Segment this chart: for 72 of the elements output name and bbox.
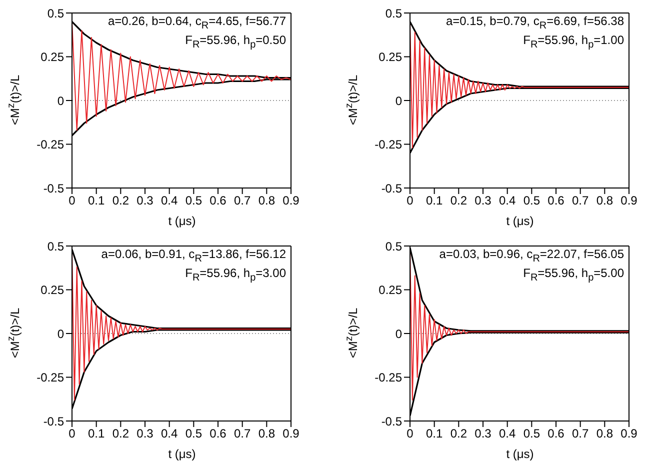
x-tick-label: 0.1 [426, 426, 443, 441]
y-tick-label: 0.25 [40, 283, 64, 298]
x-axis-title: t (μs) [505, 447, 535, 461]
annotation: a=0.03, b=0.96, c$_{R}$=22.07, f=56.05 [439, 247, 624, 266]
x-tick-label: 0.7 [234, 194, 251, 208]
y-tick-label: -0.5 [43, 181, 64, 196]
annotation: F$_{R}$=55.96, h$_{p}$=0.50 [184, 33, 286, 53]
x-tick-label: 0.5 [523, 194, 540, 208]
x-tick-label: 0.8 [596, 194, 614, 208]
y-tick-label: 0.5 [385, 239, 402, 254]
x-tick-label: 0.1 [426, 194, 443, 208]
x-axis-title: t (μs) [505, 214, 535, 228]
x-tick-label: 0.3 [474, 426, 492, 441]
x-tick-label: 0.6 [548, 426, 565, 441]
y-tick-label: 0.5 [47, 239, 64, 254]
annotation: F$_{R}$=55.96, h$_{p}$=3.00 [184, 266, 286, 286]
y-tick-label: 0 [395, 326, 402, 341]
x-tick-label: 0.7 [572, 194, 589, 208]
annotation: a=0.26, b=0.64, c$_{R}$=4.65, f=56.77 [108, 14, 286, 34]
y-tick-label: -0.25 [36, 370, 64, 385]
y-tick-label: -0.25 [374, 138, 402, 152]
x-tick-label: 0.8 [596, 426, 614, 441]
x-tick-label: 0.2 [450, 426, 468, 441]
y-tick-label: -0.5 [43, 414, 64, 428]
x-tick-label: 0.9 [282, 426, 300, 441]
x-tick-label: 0.4 [160, 194, 178, 208]
x-tick-label: 0.5 [185, 194, 202, 208]
x-tick-label: 0 [406, 194, 414, 208]
x-tick-label: 0.3 [136, 194, 154, 208]
x-tick-label: 0.4 [498, 194, 516, 208]
x-tick-label: 0.9 [620, 426, 638, 441]
annotation: a=0.06, b=0.91, c$_{R}$=13.86, f=56.12 [101, 247, 286, 266]
x-tick-label: 0.2 [112, 194, 130, 208]
x-tick-label: 0.4 [160, 426, 178, 441]
x-tick-label: 0.2 [112, 426, 130, 441]
y-tick-label: 0 [57, 326, 64, 341]
x-tick-label: 0 [68, 426, 76, 441]
x-tick-label: 0.6 [210, 426, 227, 441]
x-tick-label: 0.5 [523, 426, 540, 441]
y-tick-label: 0 [395, 94, 402, 108]
y-tick-label: 0 [57, 94, 64, 108]
y-tick-label: -0.25 [374, 370, 402, 385]
y-tick-label: 0.5 [47, 6, 64, 20]
x-tick-label: 0.6 [548, 194, 565, 208]
x-tick-label: 0.8 [258, 426, 276, 441]
x-tick-label: 0.2 [450, 194, 468, 208]
x-tick-label: 0.7 [572, 426, 589, 441]
x-tick-label: 0.8 [258, 194, 276, 208]
annotation: a=0.15, b=0.79, c$_{R}$=6.69, f=56.38 [446, 14, 624, 34]
x-tick-label: 0.4 [498, 426, 516, 441]
y-tick-label: 0.5 [385, 6, 402, 20]
x-tick-label: 0 [406, 426, 414, 441]
y-tick-label: 0.25 [40, 50, 64, 64]
y-tick-label: -0.5 [381, 181, 402, 196]
y-tick-label: -0.25 [36, 138, 64, 152]
x-tick-label: 0.5 [185, 426, 202, 441]
x-tick-label: 0.3 [474, 194, 492, 208]
x-tick-label: 0.9 [282, 194, 300, 208]
x-tick-label: 0.7 [234, 426, 251, 441]
x-tick-label: 0.9 [620, 194, 638, 208]
x-tick-label: 0 [68, 194, 76, 208]
y-tick-label: -0.5 [381, 414, 402, 428]
annotation: F$_{R}$=55.96, h$_{p}$=5.00 [522, 266, 624, 286]
x-tick-label: 0.6 [210, 194, 227, 208]
x-axis-title: t (μs) [167, 214, 197, 228]
annotation: F$_{R}$=55.96, h$_{p}$=1.00 [522, 33, 624, 53]
y-tick-label: 0.25 [378, 50, 402, 64]
x-tick-label: 0.3 [136, 426, 154, 441]
y-tick-label: 0.25 [378, 283, 402, 298]
x-tick-label: 0.1 [88, 194, 105, 208]
x-axis-title: t (μs) [167, 447, 197, 461]
x-tick-label: 0.1 [88, 426, 105, 441]
